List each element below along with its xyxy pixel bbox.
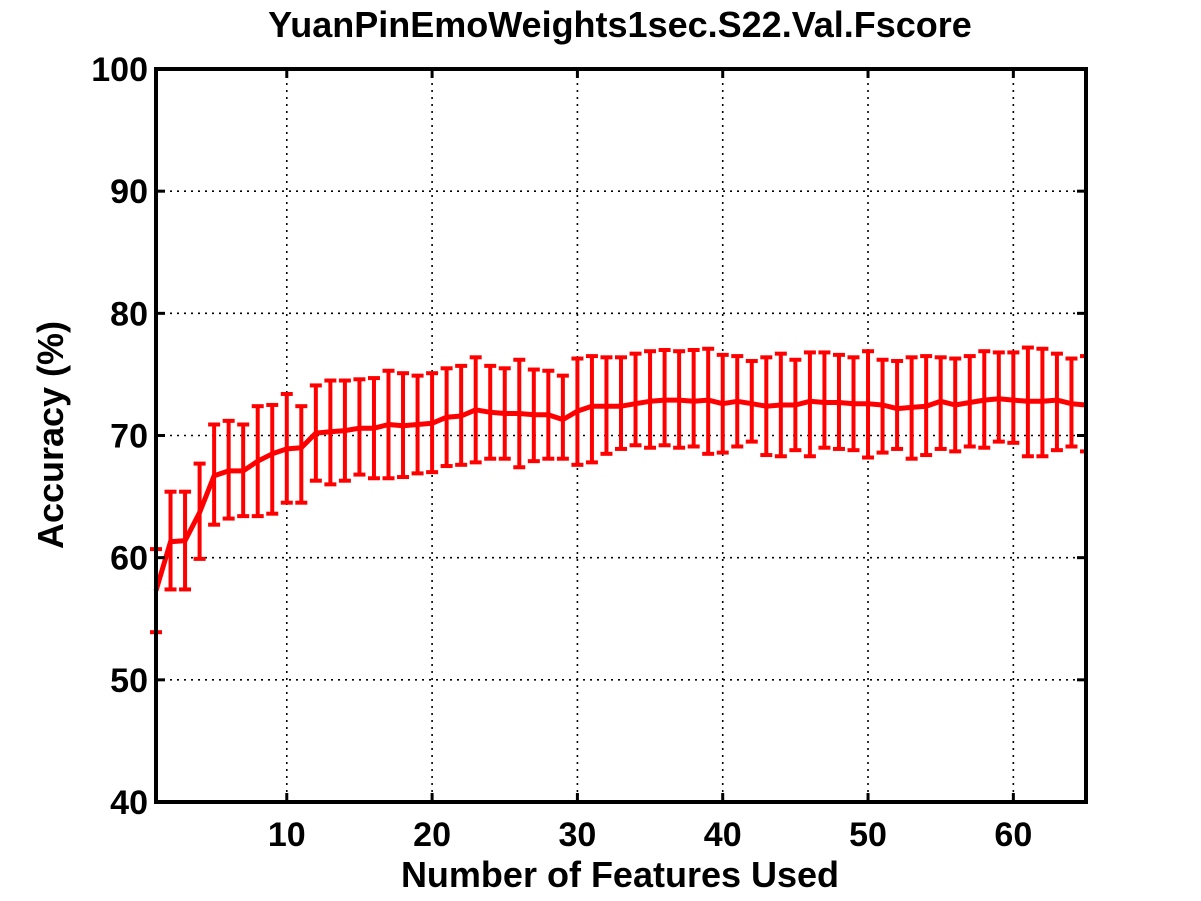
x-tick-label: 10 xyxy=(268,816,306,854)
x-axis-label: Number of Features Used xyxy=(401,854,839,895)
chart-title: YuanPinEmoWeights1sec.S22.Val.Fscore xyxy=(268,4,972,45)
error-bar xyxy=(629,351,642,448)
error-bar xyxy=(687,347,700,449)
y-tick-label: 100 xyxy=(91,51,148,89)
y-tick-label: 40 xyxy=(110,784,148,822)
error-bar xyxy=(615,355,627,451)
error-bar xyxy=(266,402,279,516)
y-tick-label: 50 xyxy=(110,662,148,700)
error-bar xyxy=(891,358,904,451)
x-tick-label: 20 xyxy=(413,816,451,854)
error-bar xyxy=(1080,354,1086,454)
x-tick-label: 60 xyxy=(994,816,1032,854)
y-tick-label: 70 xyxy=(110,418,148,456)
x-tick-label: 30 xyxy=(558,816,596,854)
y-tick-label: 60 xyxy=(110,540,148,578)
series-accuracy xyxy=(150,345,1086,635)
grid-lines xyxy=(156,69,1086,802)
plot-frame xyxy=(154,67,1088,804)
y-tick-label: 80 xyxy=(110,295,148,333)
axis-ticks: 10 20 30 40 50 60 40 50 60 70 80 90 100 xyxy=(91,51,1086,854)
y-tick-label: 90 xyxy=(110,173,148,211)
x-tick-label: 40 xyxy=(704,816,742,854)
error-bar xyxy=(295,404,308,505)
x-tick-label: 50 xyxy=(849,816,887,854)
error-bar xyxy=(803,350,816,459)
error-bar xyxy=(585,354,598,465)
series-line xyxy=(153,396,1086,592)
y-axis-label: Accuracy (%) xyxy=(30,321,71,549)
